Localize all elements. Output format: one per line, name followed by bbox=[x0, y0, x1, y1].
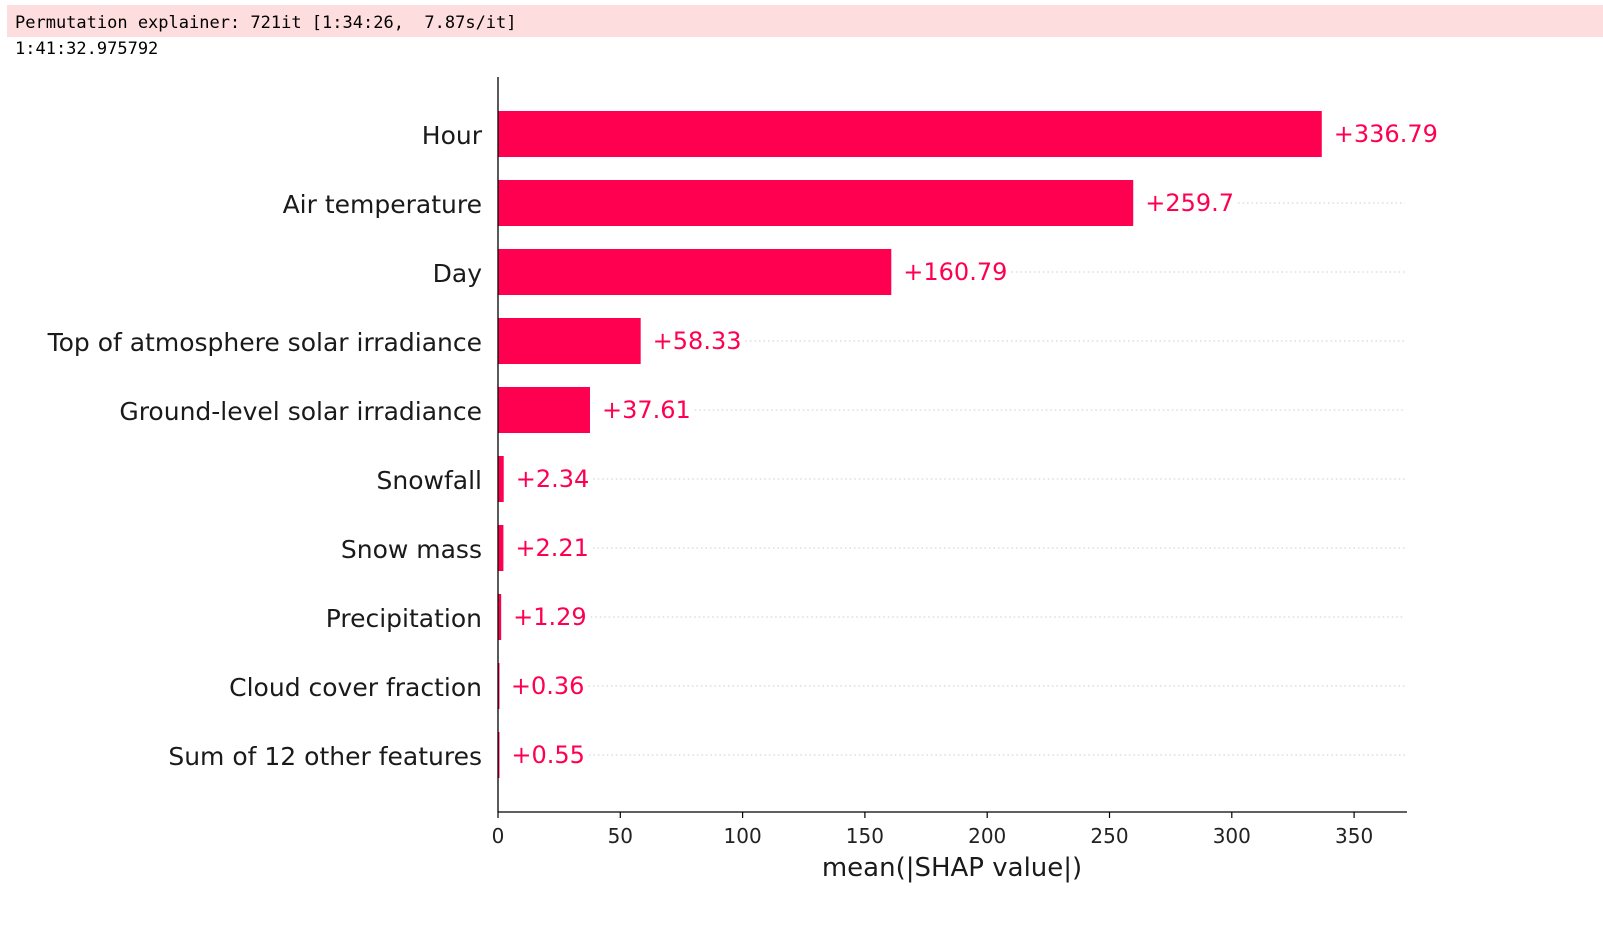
x-tick-label: 350 bbox=[1335, 824, 1373, 848]
x-tick-label: 300 bbox=[1213, 824, 1251, 848]
feature-label: Sum of 12 other features bbox=[168, 742, 482, 771]
bar-value-label: +0.55 bbox=[511, 741, 585, 769]
feature-label: Air temperature bbox=[283, 190, 482, 219]
bar-value-label: +2.21 bbox=[515, 534, 589, 562]
bar bbox=[498, 111, 1322, 157]
bar-value-label: +37.61 bbox=[602, 396, 691, 424]
x-tick-label: 0 bbox=[492, 824, 505, 848]
bar bbox=[498, 180, 1134, 226]
bar bbox=[498, 387, 590, 433]
feature-label: Cloud cover fraction bbox=[229, 673, 482, 702]
bar bbox=[498, 318, 641, 364]
feature-label: Hour bbox=[422, 121, 483, 150]
stderr-output: Permutation explainer: 721it [1:34:26, 7… bbox=[7, 5, 1603, 37]
bar-value-label: +336.79 bbox=[1334, 120, 1438, 148]
bar-value-label: +259.7 bbox=[1145, 189, 1234, 217]
bar bbox=[498, 594, 502, 640]
progress-log-line: Permutation explainer: 721it [1:34:26, 7… bbox=[15, 13, 517, 33]
feature-labels: Hour Air temperature Day Top of atmosphere … bbox=[47, 121, 483, 771]
bar-value-label: +0.36 bbox=[511, 672, 585, 700]
x-tick-label: 200 bbox=[968, 824, 1006, 848]
bar bbox=[498, 249, 892, 295]
bar bbox=[498, 456, 504, 502]
bar-value-label: +1.29 bbox=[513, 603, 587, 631]
feature-label: Top of atmosphere solar irradiance bbox=[47, 328, 482, 357]
x-axis-title: mean(|SHAP value|) bbox=[822, 853, 1082, 883]
bar-value-label: +160.79 bbox=[903, 258, 1007, 286]
bar bbox=[498, 663, 500, 709]
x-tick-label: 150 bbox=[846, 824, 884, 848]
bar-value-label: +58.33 bbox=[653, 327, 742, 355]
x-tick-label: 100 bbox=[724, 824, 762, 848]
value-labels: +336.79 +259.7 +160.79 +58.33 +37.61 +2.34 +2.… bbox=[511, 120, 1438, 769]
elapsed-time-output: 1:41:32.975792 bbox=[15, 39, 159, 59]
feature-label: Precipitation bbox=[326, 604, 482, 633]
bar bbox=[498, 525, 504, 571]
feature-label: Snow mass bbox=[341, 535, 482, 564]
x-tick-label: 250 bbox=[1090, 824, 1128, 848]
feature-label: Snowfall bbox=[377, 466, 482, 495]
x-tick-label: 50 bbox=[608, 824, 633, 848]
bars bbox=[498, 111, 1322, 778]
feature-label: Ground-level solar irradiance bbox=[119, 397, 482, 426]
gridlines bbox=[588, 202, 1405, 756]
x-axis-ticks: 0 50 100 150 200 250 300 350 bbox=[492, 812, 1373, 848]
axes bbox=[497, 77, 1407, 813]
bar bbox=[498, 732, 500, 778]
feature-label: Day bbox=[433, 259, 483, 288]
bar-value-label: +2.34 bbox=[516, 465, 590, 493]
